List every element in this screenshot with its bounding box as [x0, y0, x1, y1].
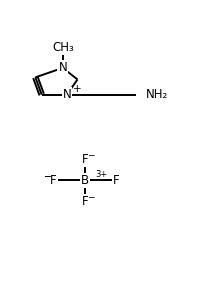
- Text: F: F: [50, 174, 57, 187]
- Text: CH₃: CH₃: [52, 41, 74, 55]
- Text: F: F: [113, 174, 120, 187]
- Text: F: F: [81, 195, 88, 208]
- Text: −: −: [87, 150, 95, 159]
- Text: NH₂: NH₂: [146, 88, 168, 101]
- Text: N: N: [58, 61, 67, 74]
- Text: −: −: [43, 171, 50, 180]
- Text: B: B: [81, 174, 89, 187]
- Text: −: −: [43, 171, 50, 180]
- Text: 3+: 3+: [95, 170, 107, 179]
- Text: −: −: [87, 192, 95, 201]
- Text: +: +: [73, 84, 81, 94]
- Text: N: N: [63, 88, 71, 101]
- Text: F: F: [81, 153, 88, 166]
